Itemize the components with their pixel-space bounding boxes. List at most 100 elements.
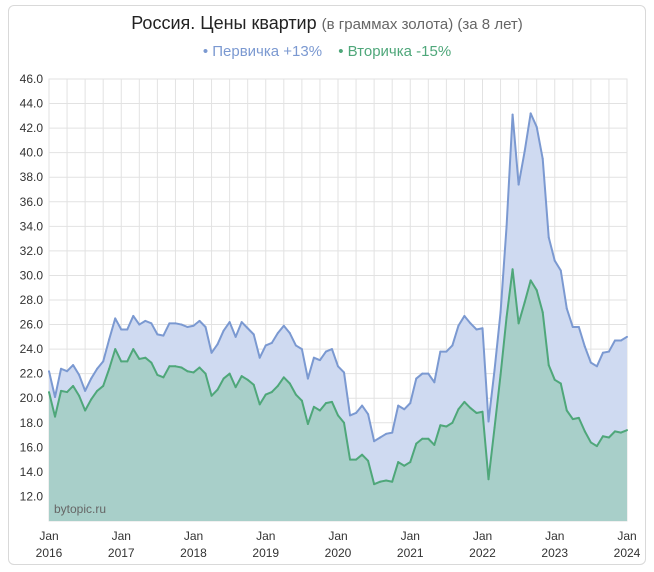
- series-2-point[interactable]: [397, 461, 400, 464]
- series-1-point[interactable]: [228, 321, 231, 324]
- series-1-point[interactable]: [505, 225, 508, 228]
- series-2-point[interactable]: [120, 360, 123, 363]
- series-2-point[interactable]: [180, 366, 183, 369]
- series-2-point[interactable]: [607, 436, 610, 439]
- series-1-point[interactable]: [60, 367, 63, 370]
- series-1-point[interactable]: [132, 314, 135, 317]
- series-2-point[interactable]: [385, 479, 388, 482]
- series-2-point[interactable]: [511, 268, 514, 271]
- series-2-point[interactable]: [613, 430, 616, 433]
- series-1-point[interactable]: [373, 440, 376, 443]
- series-1-point[interactable]: [481, 327, 484, 330]
- series-2-point[interactable]: [565, 409, 568, 412]
- series-1-point[interactable]: [156, 333, 159, 336]
- series-2-point[interactable]: [138, 357, 141, 360]
- series-1-point[interactable]: [84, 389, 87, 392]
- series-2-point[interactable]: [186, 370, 189, 373]
- series-2-point[interactable]: [505, 316, 508, 319]
- series-2-point[interactable]: [343, 421, 346, 424]
- series-1-point[interactable]: [445, 350, 448, 353]
- series-1-point[interactable]: [421, 372, 424, 375]
- series-2-point[interactable]: [252, 383, 255, 386]
- series-1-point[interactable]: [535, 125, 538, 128]
- series-2-point[interactable]: [619, 431, 622, 434]
- series-1-point[interactable]: [282, 324, 285, 327]
- series-1-point[interactable]: [294, 344, 297, 347]
- series-1-point[interactable]: [288, 332, 291, 335]
- series-2-point[interactable]: [294, 393, 297, 396]
- series-2-point[interactable]: [240, 375, 243, 378]
- series-2-point[interactable]: [577, 416, 580, 419]
- series-2-point[interactable]: [66, 391, 69, 394]
- series-2-point[interactable]: [571, 418, 574, 421]
- series-1-point[interactable]: [150, 322, 153, 325]
- series-1-point[interactable]: [379, 436, 382, 439]
- series-2-point[interactable]: [276, 384, 279, 387]
- series-2-point[interactable]: [198, 366, 201, 369]
- legend-item-primary[interactable]: • Первичка +13%: [202, 43, 323, 60]
- series-1-point[interactable]: [102, 360, 105, 363]
- series-1-point[interactable]: [337, 365, 339, 368]
- series-2-point[interactable]: [264, 393, 267, 396]
- series-2-point[interactable]: [421, 437, 424, 440]
- series-1-point[interactable]: [324, 350, 327, 353]
- series-2-point[interactable]: [433, 443, 436, 446]
- series-1-point[interactable]: [234, 335, 237, 338]
- series-1-point[interactable]: [433, 381, 436, 384]
- series-2-point[interactable]: [72, 384, 75, 387]
- series-1-point[interactable]: [96, 367, 99, 370]
- series-2-point[interactable]: [174, 365, 177, 368]
- series-1-point[interactable]: [361, 404, 364, 407]
- series-1-point[interactable]: [198, 319, 201, 322]
- series-1-point[interactable]: [318, 359, 321, 362]
- series-2-point[interactable]: [330, 400, 333, 403]
- series-1-point[interactable]: [571, 326, 574, 329]
- series-2-point[interactable]: [96, 389, 99, 392]
- series-2-point[interactable]: [541, 311, 544, 314]
- series-2-point[interactable]: [192, 371, 195, 374]
- series-1-point[interactable]: [626, 335, 628, 338]
- series-1-point[interactable]: [90, 377, 93, 380]
- series-2-point[interactable]: [475, 411, 478, 414]
- series-1-point[interactable]: [487, 420, 490, 423]
- series-2-point[interactable]: [288, 382, 291, 385]
- series-2-point[interactable]: [78, 394, 81, 397]
- series-1-point[interactable]: [168, 322, 171, 325]
- series-2-point[interactable]: [493, 426, 496, 429]
- series-1-point[interactable]: [517, 183, 520, 186]
- series-2-point[interactable]: [361, 453, 364, 456]
- series-2-point[interactable]: [379, 480, 382, 483]
- series-2-point[interactable]: [373, 483, 376, 486]
- series-1-point[interactable]: [403, 408, 406, 411]
- series-2-point[interactable]: [84, 409, 87, 412]
- series-2-point[interactable]: [102, 384, 105, 387]
- legend-item-secondary[interactable]: • Вторичка -15%: [338, 43, 452, 60]
- series-1-point[interactable]: [138, 323, 141, 326]
- series-2-point[interactable]: [583, 430, 586, 433]
- series-1-point[interactable]: [210, 351, 213, 354]
- series-1-point[interactable]: [114, 317, 117, 320]
- series-1-point[interactable]: [120, 328, 123, 331]
- series-1-point[interactable]: [222, 329, 225, 332]
- series-1-point[interactable]: [463, 314, 466, 317]
- series-2-point[interactable]: [499, 373, 502, 376]
- series-2-point[interactable]: [318, 409, 321, 412]
- series-2-point[interactable]: [168, 365, 171, 368]
- series-1-point[interactable]: [252, 333, 255, 336]
- series-1-point[interactable]: [613, 339, 616, 342]
- series-2-point[interactable]: [559, 382, 562, 385]
- series-1-point[interactable]: [355, 411, 358, 414]
- series-1-point[interactable]: [397, 404, 400, 407]
- series-2-point[interactable]: [48, 391, 50, 394]
- series-1-point[interactable]: [385, 432, 388, 435]
- series-2-point[interactable]: [204, 372, 207, 375]
- series-2-point[interactable]: [114, 348, 117, 351]
- series-1-point[interactable]: [264, 344, 267, 347]
- series-2-point[interactable]: [337, 414, 339, 417]
- series-1-point[interactable]: [306, 377, 309, 380]
- series-1-point[interactable]: [240, 321, 243, 324]
- series-1-point[interactable]: [66, 370, 69, 373]
- series-1-point[interactable]: [523, 150, 526, 153]
- series-2-point[interactable]: [270, 391, 273, 394]
- series-2-point[interactable]: [210, 394, 213, 397]
